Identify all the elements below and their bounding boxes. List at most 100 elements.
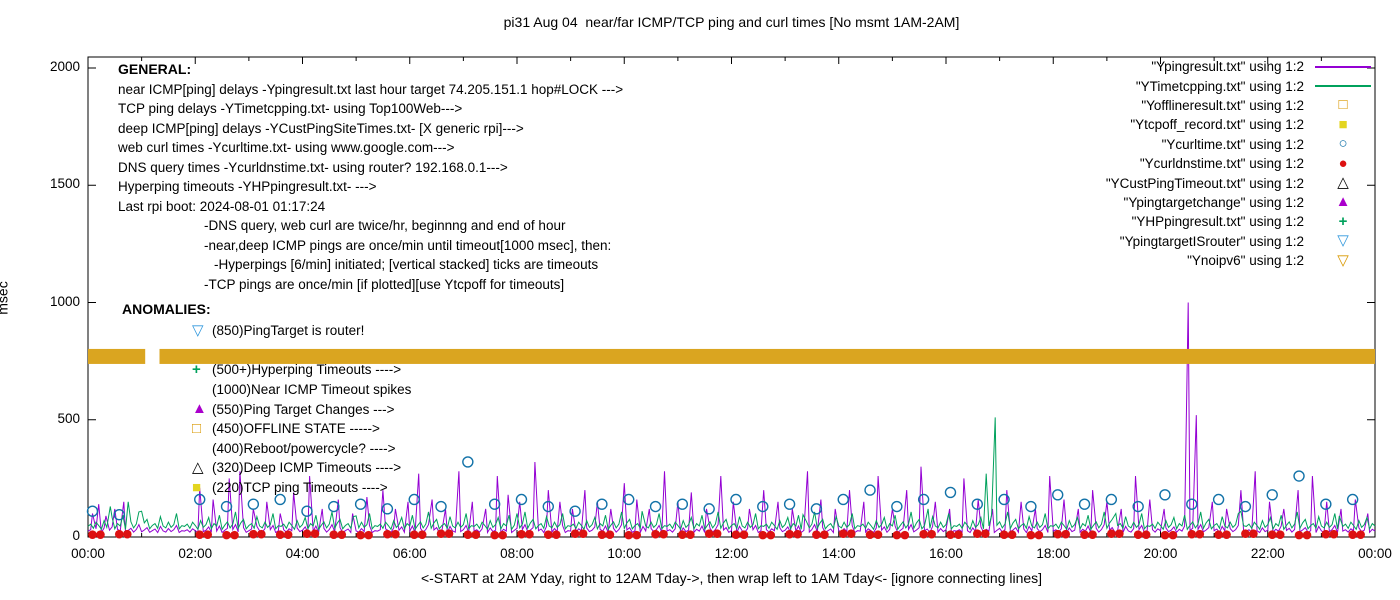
anomaly-text: (450)OFFLINE STATE -----> [212, 421, 380, 437]
point-Ycurldnstime.txt [999, 530, 1009, 539]
point-Ycurldnstime.txt [222, 530, 231, 540]
point-Ycurldnstime.txt [122, 529, 132, 539]
point-Ycurldnstime.txt [1133, 530, 1143, 539]
point-Ycurldnstime.txt [766, 530, 776, 540]
open-square-icon: □ [192, 419, 202, 437]
point-Ycurltime.txt [1293, 470, 1305, 482]
open-circle-icon: ○ [1338, 135, 1348, 153]
y-tick-label: 1000 [49, 293, 80, 309]
legend-label: "YHPpingresult.txt" using 1:2 [1131, 214, 1304, 230]
point-Ycurltime.txt [891, 500, 903, 513]
point-Ycurldnstime.txt [88, 530, 97, 539]
plus-icon: + [192, 360, 201, 378]
point-Ycurldnstime.txt [444, 529, 454, 539]
point-Ycurldnstime.txt [1294, 530, 1304, 540]
point-Ycurldnstime.txt [1348, 530, 1357, 539]
point-Ycurldnstime.txt [892, 530, 902, 540]
point-Ycurldnstime.txt [1249, 529, 1258, 539]
point-Ycurldnstime.txt [257, 529, 266, 539]
point-Ycurldnstime.txt [409, 530, 419, 539]
point-Ycurldnstime.txt [1187, 529, 1197, 539]
point-Ycurldnstime.txt [337, 530, 347, 539]
point-Ycurldnstime.txt [490, 530, 499, 540]
point-Ycurltime.txt [569, 505, 581, 517]
legend-item: "Ytcpoff_record.txt" using 1:2 ■ [1106, 115, 1374, 134]
x-tick-label: 12:00 [714, 546, 749, 561]
point-Ycurldnstime.txt [1329, 529, 1339, 539]
point-Ycurldnstime.txt [873, 530, 883, 539]
point-Ycurldnstime.txt [659, 529, 668, 539]
point-Ycurldnstime.txt [543, 530, 553, 539]
point-Ycurltime.txt [113, 509, 125, 521]
open-triangle-icon: △ [1337, 174, 1349, 192]
point-Ycurldnstime.txt [1034, 530, 1044, 540]
chart-title: pi31 Aug 04 near/far ICMP/TCP ping and c… [503, 14, 960, 30]
legend: "Ypingresult.txt" using 1:2 "YTimetcpping… [1106, 57, 1374, 270]
point-Ycurldnstime.txt [678, 530, 687, 539]
point-Ycurltime.txt [220, 500, 233, 513]
anomaly-item: ▲ (550)Ping Target Changes ---> [122, 399, 411, 419]
legend-label: "Ytcpoff_record.txt" using 1:2 [1130, 117, 1304, 133]
anomaly-item: + (500+)Hyperping Timeouts ----> [122, 360, 411, 380]
x-tick-label: 18:00 [1036, 546, 1071, 561]
point-Ycurldnstime.txt [632, 530, 642, 540]
x-tick-label: 04:00 [285, 546, 320, 561]
point-Ycurltime.txt [783, 498, 796, 510]
point-Ycurltime.txt [971, 498, 983, 510]
legend-item: "Ypingresult.txt" using 1:2 [1106, 57, 1374, 76]
point-Ycurldnstime.txt [391, 529, 400, 539]
point-Ycurltime.txt [998, 493, 1010, 506]
point-Ycurltime.txt [703, 503, 715, 515]
point-Ycurldnstime.txt [793, 529, 802, 539]
anomaly-item: (1000)Near ICMP Timeout spikes [122, 380, 411, 400]
point-Ycurltime.txt [837, 493, 849, 506]
point-Ycurldnstime.txt [578, 529, 588, 539]
point-Ycurldnstime.txt [329, 530, 339, 539]
anomalies-heading: ANOMALIES: [122, 301, 211, 317]
general-heading: GENERAL: [118, 61, 192, 77]
band-Ynoipv6 [88, 348, 146, 364]
point-Ycurltime.txt [649, 500, 662, 513]
point-Ycurldnstime.txt [865, 530, 875, 539]
legend-label: "YpingtargetISrouter" using 1:2 [1119, 233, 1304, 249]
general-line: web curl times -Ycurltime.txt- using www… [118, 140, 455, 155]
point-Ycurldnstime.txt [1026, 530, 1036, 540]
y-axis-label: msec [0, 281, 11, 315]
point-Ycurldnstime.txt [570, 529, 580, 539]
point-Ycurldnstime.txt [525, 529, 534, 539]
general-line: -near,deep ICMP pings are once/min until… [204, 237, 612, 253]
point-Ycurltime.txt [1212, 493, 1225, 506]
point-Ycurltime.txt [462, 456, 474, 468]
legend-item: "Yofflineresult.txt" using 1:2 □ [1106, 96, 1374, 115]
legend-label: "Ycurldnstime.txt" using 1:2 [1139, 156, 1304, 172]
anomaly-text: (550)Ping Target Changes ---> [212, 401, 395, 417]
x-tick-label: 00:00 [71, 546, 105, 561]
point-Ycurldnstime.txt [356, 530, 365, 540]
general-line: Last rpi boot: 2024-08-01 01:17:24 [118, 198, 326, 214]
point-Ycurltime.txt [944, 486, 957, 499]
point-Ycurldnstime.txt [820, 530, 829, 539]
point-Ycurltime.txt [1320, 498, 1332, 510]
point-Ycurltime.txt [274, 493, 286, 506]
general-line: -Hyperpings [6/min] initiated; [vertical… [214, 257, 599, 272]
point-Ycurltime.txt [1052, 489, 1064, 501]
anomaly-item: ■ (220)TCP ping Timeouts ----> [122, 478, 411, 498]
point-Ycurldnstime.txt [1088, 530, 1097, 539]
point-Ycurldnstime.txt [1007, 530, 1017, 539]
point-Ycurldnstime.txt [310, 529, 320, 539]
general-notes: GENERAL: near ICMP[ping] delays -Ypingre… [118, 60, 623, 294]
x-tick-label: 02:00 [178, 546, 213, 561]
point-Ycurldnstime.txt [597, 530, 607, 539]
point-Ycurldnstime.txt [517, 529, 526, 539]
open-down-triangle-icon: ▽ [192, 321, 204, 339]
filled-square-icon: ■ [1338, 115, 1348, 133]
legend-label: "Ypingtargetchange" using 1:2 [1123, 194, 1304, 210]
anomaly-item: ▽ (850)PingTarget is router! [122, 321, 411, 341]
series-Ypingresult.txt [87, 302, 1376, 535]
anomaly-item: (400)Reboot/powercycle? ----> [122, 439, 411, 459]
anomaly-item: △ (320)Deep ICMP Timeouts ----> [122, 458, 411, 478]
x-tick-label: 00:00 [1358, 546, 1392, 561]
point-Ycurltime.txt [194, 493, 206, 506]
